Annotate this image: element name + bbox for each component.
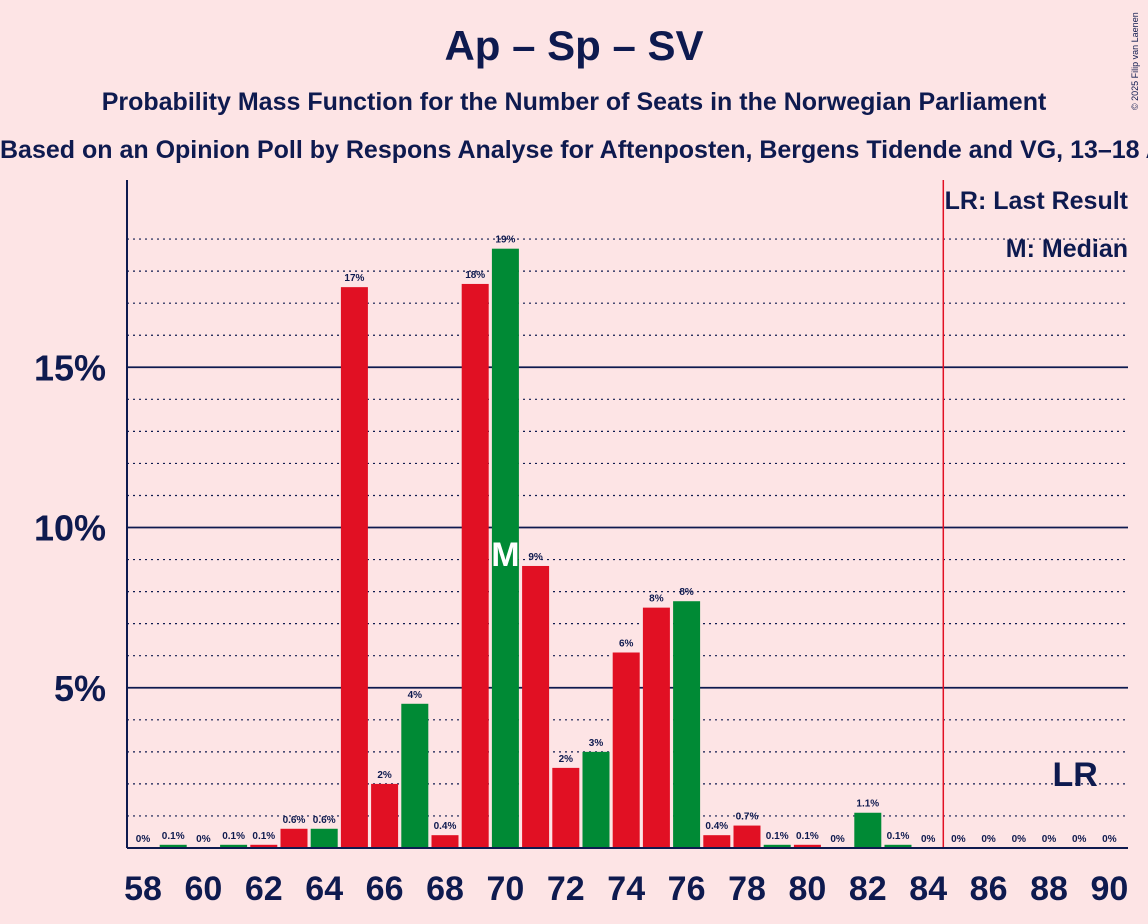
y-tick-label: 15% [34, 347, 106, 388]
data-label: 1.1% [856, 799, 879, 810]
bar-seat-80 [793, 844, 821, 848]
gridlines [127, 238, 1128, 817]
x-tick-label: 86 [970, 870, 1008, 908]
last-result-marker: LR [1053, 756, 1098, 794]
bar-seat-69 [461, 283, 489, 848]
x-tick-label: 84 [909, 870, 947, 908]
data-labels: 0% 0.1% 0% 0.1% 0.1% 0.6% 0.6% 17% 2% 4% 0.4% 18% 19… [136, 235, 1117, 845]
data-label: 0.1% [222, 831, 245, 842]
bar-seat-72 [552, 767, 580, 848]
y-tick-label: 10% [34, 508, 106, 549]
data-label: 0% [981, 834, 996, 845]
data-label: 2% [377, 770, 392, 781]
bar-seat-62 [250, 844, 278, 848]
bar-seat-67 [401, 703, 429, 848]
chart-title: Ap – Sp – SV [444, 22, 704, 69]
data-label: 0% [136, 834, 151, 845]
bar-seat-83 [884, 844, 912, 848]
bar-seat-78 [733, 825, 761, 848]
bar-seat-71 [522, 565, 550, 848]
bar-seat-59 [159, 844, 187, 848]
bar-seat-66 [371, 783, 399, 848]
data-label: 0.1% [766, 831, 789, 842]
data-label: 0% [830, 834, 845, 845]
bar-seat-76 [673, 601, 701, 848]
legend-last-result: LR: Last Result [945, 187, 1129, 215]
x-tick-label: 64 [305, 870, 343, 908]
data-label: 8% [649, 594, 664, 605]
bar-seat-77 [703, 835, 731, 848]
data-label: 2% [559, 754, 574, 765]
x-tick-label: 68 [426, 870, 464, 908]
x-tick-label: 62 [245, 870, 283, 908]
legend-median: M: Median [1006, 235, 1128, 263]
data-label: 6% [619, 639, 634, 650]
data-label: 0.6% [313, 815, 336, 826]
bar-seat-74 [612, 652, 640, 848]
x-tick-label: 66 [366, 870, 404, 908]
data-label: 0.1% [796, 831, 819, 842]
bar-seat-73 [582, 751, 610, 848]
data-label: 9% [528, 552, 543, 563]
median-marker: M [491, 536, 519, 574]
data-label: 4% [408, 690, 423, 701]
data-label: 3% [589, 738, 604, 749]
data-label: 0% [196, 834, 211, 845]
data-label: 0% [951, 834, 966, 845]
bar-seat-64 [310, 828, 338, 848]
chart-subtitle: Probability Mass Function for the Number… [101, 88, 1047, 116]
bar-seat-70 [491, 248, 519, 848]
data-label: 19% [495, 235, 515, 246]
x-tick-label: 58 [124, 870, 162, 908]
data-label: 0% [1012, 834, 1027, 845]
x-tick-label: 78 [728, 870, 766, 908]
data-label: 0.1% [162, 831, 185, 842]
x-tick-label: 70 [486, 870, 524, 908]
data-label: 0% [1102, 834, 1117, 845]
bar-seat-79 [763, 844, 791, 848]
data-label: 0% [1042, 834, 1057, 845]
data-label: 0.4% [434, 821, 457, 832]
bar-seat-61 [220, 844, 248, 848]
bar-seat-68 [431, 835, 459, 848]
data-label: 0.1% [887, 831, 910, 842]
data-label: 8% [679, 587, 694, 598]
axes: 5% 10% 15% 58 60 62 64 66 68 70 72 74 76 78 80 82 84 86 88… [34, 180, 1128, 908]
x-tick-label: 88 [1030, 870, 1068, 908]
x-tick-label: 76 [668, 870, 706, 908]
x-tick-label: 74 [607, 870, 645, 908]
bar-seat-65 [340, 287, 368, 848]
data-label: 0.4% [705, 821, 728, 832]
bars [159, 248, 912, 848]
x-tick-label: 82 [849, 870, 887, 908]
x-tick-label: 90 [1090, 870, 1128, 908]
chart-source-line: Based on an Opinion Poll by Respons Anal… [0, 136, 1148, 164]
y-tick-label: 5% [54, 668, 106, 709]
data-label: 0.6% [283, 815, 306, 826]
data-label: 0% [1072, 834, 1087, 845]
data-label: 0.1% [252, 831, 275, 842]
data-label: 18% [465, 270, 485, 281]
data-label: 0% [921, 834, 936, 845]
x-tick-label: 72 [547, 870, 585, 908]
data-label: 0.7% [736, 812, 759, 823]
data-label: 17% [344, 273, 364, 284]
x-tick-label: 80 [788, 870, 826, 908]
bar-seat-75 [642, 607, 670, 848]
x-tick-label: 60 [184, 870, 222, 908]
bar-seat-82 [854, 812, 882, 848]
bar-seat-63 [280, 828, 308, 848]
